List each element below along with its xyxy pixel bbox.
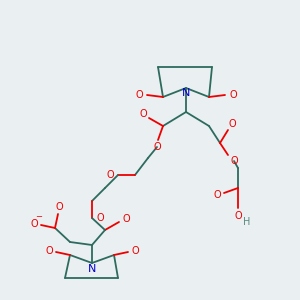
Text: O: O — [153, 142, 161, 152]
Text: O: O — [106, 170, 114, 180]
Text: O: O — [213, 190, 221, 200]
Text: O: O — [230, 156, 238, 166]
Text: O: O — [135, 90, 143, 100]
Text: −: − — [35, 212, 43, 221]
Text: O: O — [96, 213, 104, 223]
Text: O: O — [55, 202, 63, 212]
Text: O: O — [139, 109, 147, 119]
Text: O: O — [45, 246, 53, 256]
Text: O: O — [234, 211, 242, 221]
Text: O: O — [30, 219, 38, 229]
Text: O: O — [229, 90, 237, 100]
Text: O: O — [228, 119, 236, 129]
Text: H: H — [243, 217, 251, 227]
Text: O: O — [122, 214, 130, 224]
Text: N: N — [182, 88, 190, 98]
Text: N: N — [88, 264, 96, 274]
Text: O: O — [131, 246, 139, 256]
